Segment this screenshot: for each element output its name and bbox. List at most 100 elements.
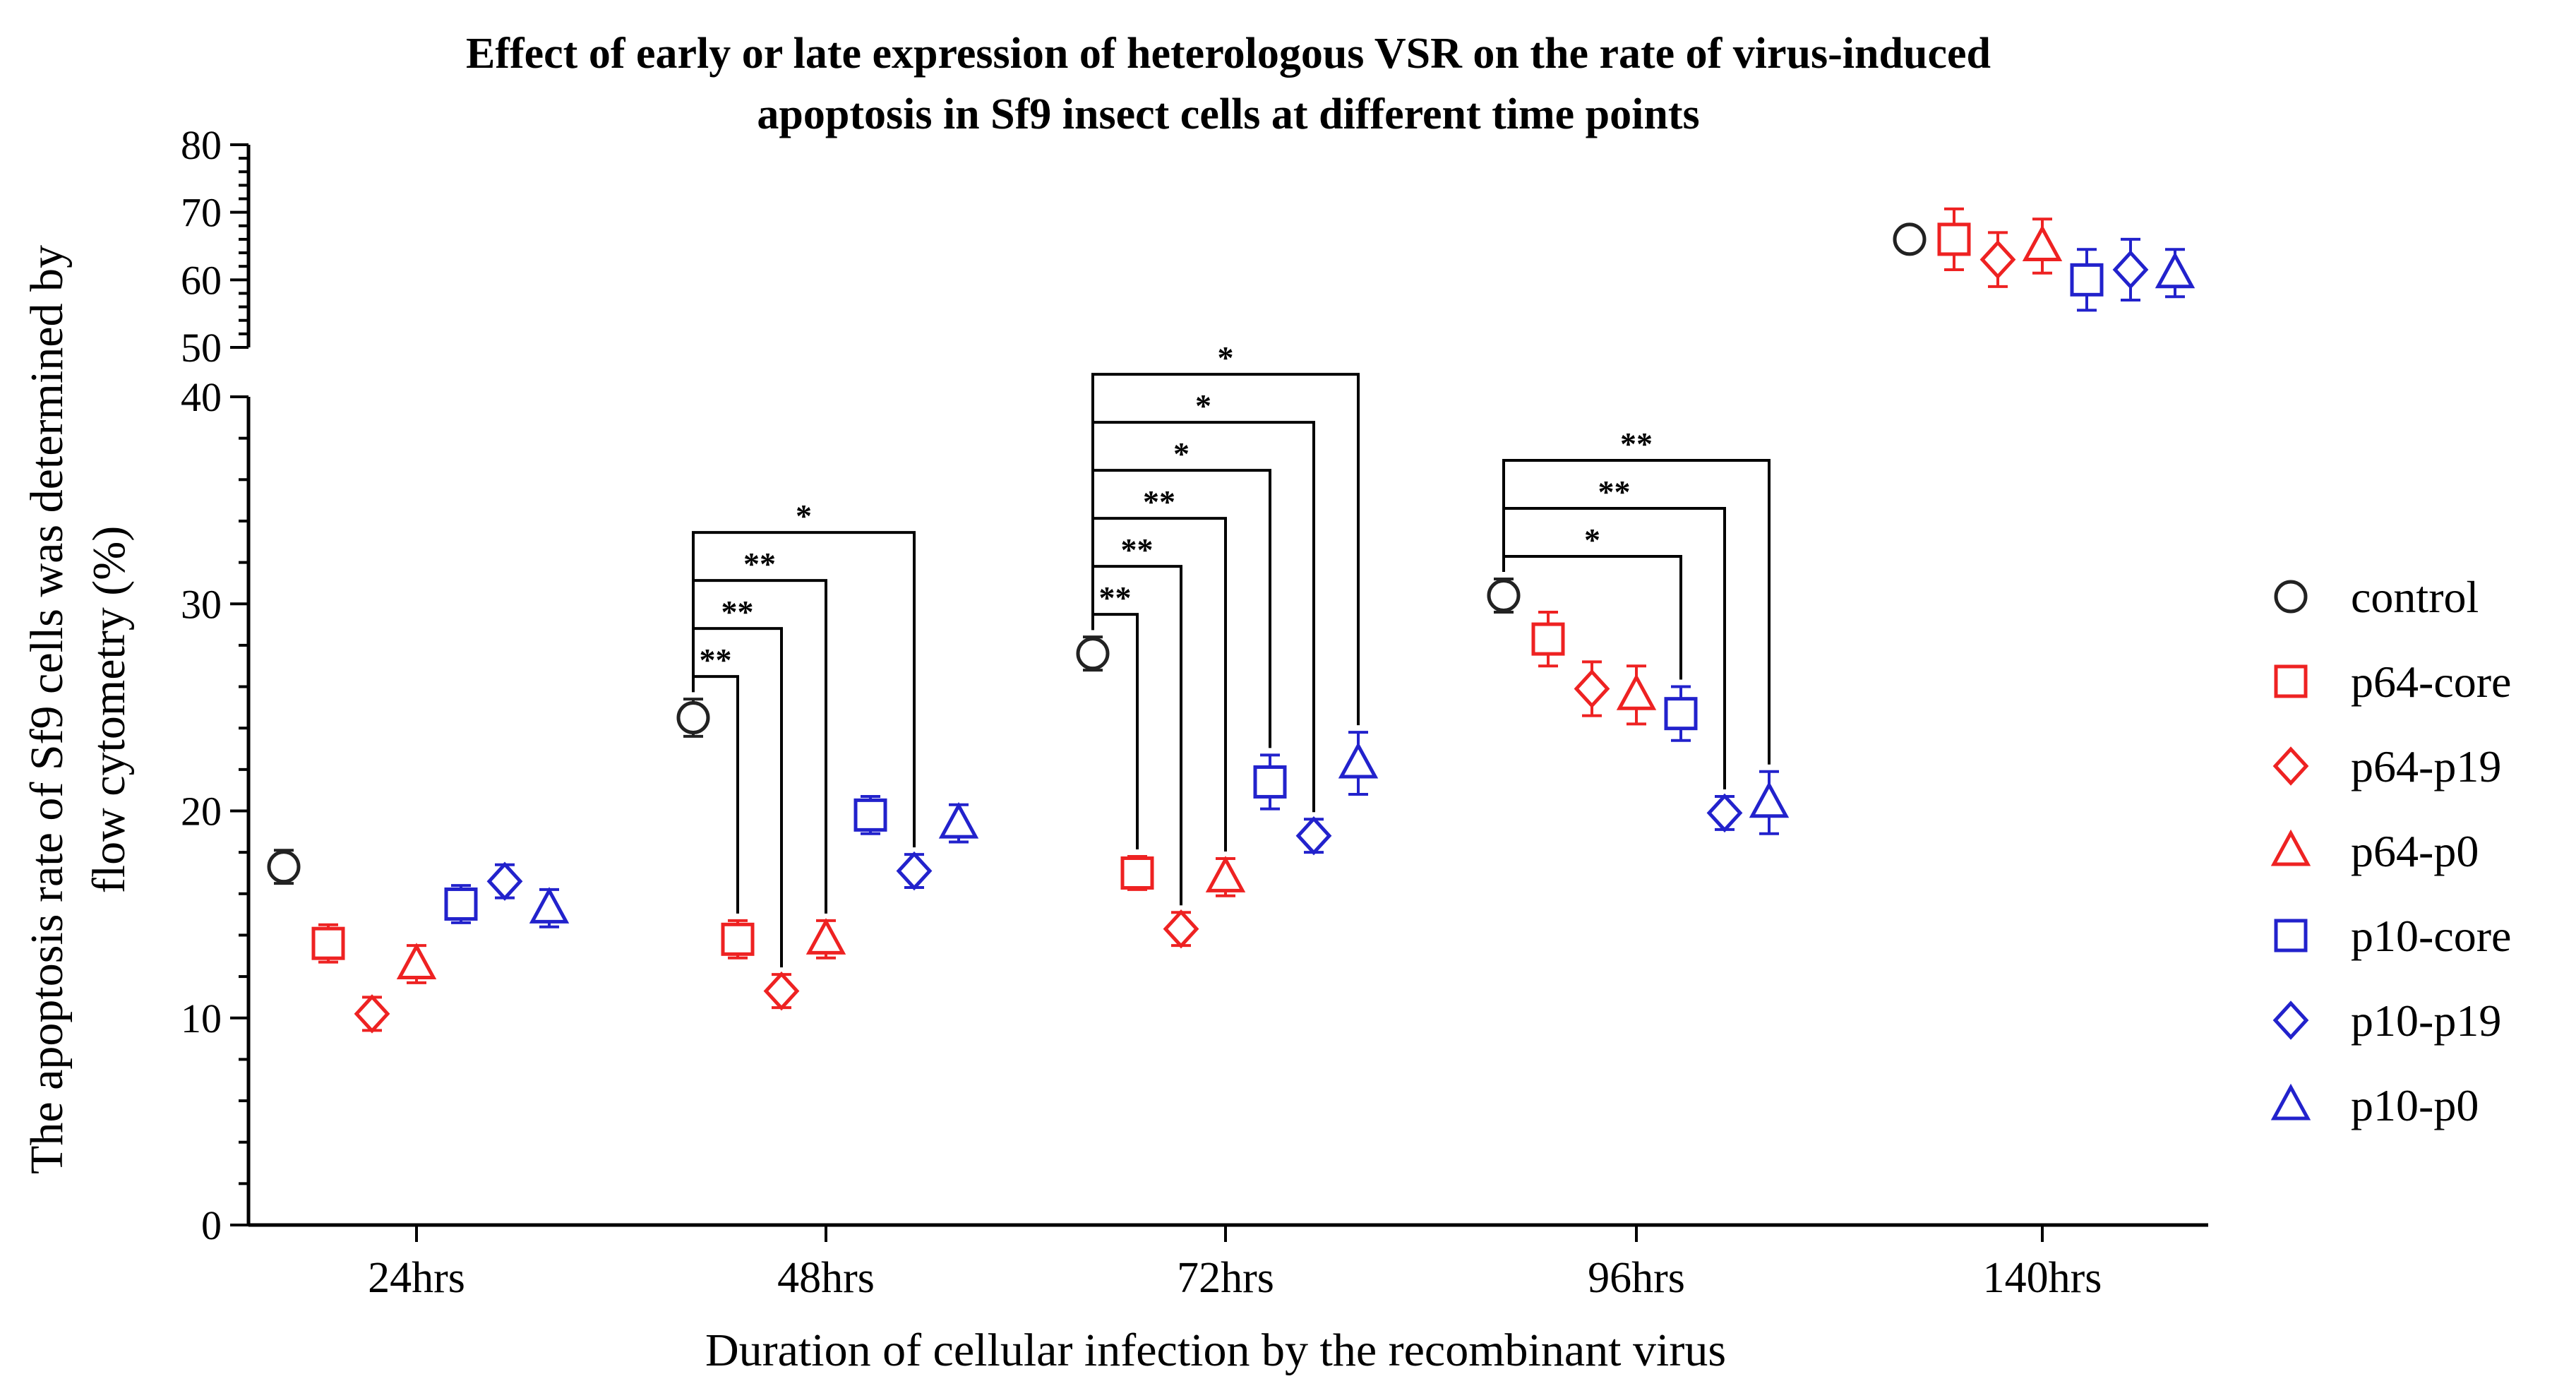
legend-item-p64-core: p64-core bbox=[2274, 657, 2511, 707]
legend-item-control: control bbox=[2274, 572, 2479, 622]
data-point bbox=[2022, 225, 2063, 261]
chart-title-line-1: Effect of early or late expression of he… bbox=[466, 30, 1991, 78]
data-point bbox=[763, 971, 800, 1011]
significance-bracket: ** bbox=[1091, 484, 1227, 852]
legend-label: p10-p0 bbox=[2351, 1080, 2479, 1130]
data-point bbox=[2112, 250, 2149, 289]
y-tick-label: 20 bbox=[181, 789, 222, 835]
bracket-line bbox=[1091, 421, 1315, 813]
data-point bbox=[721, 922, 755, 956]
significance-label: ** bbox=[1143, 484, 1175, 520]
legend: control p64-core p64-p19 p64-p0 p10-core p10-… bbox=[2270, 572, 2511, 1130]
bracket-line bbox=[692, 531, 916, 848]
legend-label: p10-core bbox=[2351, 911, 2511, 961]
x-tick-label: 96hrs bbox=[1588, 1254, 1685, 1302]
data-point bbox=[267, 850, 301, 884]
series-p64-p19 bbox=[354, 231, 2016, 1034]
legend-marker bbox=[2274, 919, 2308, 952]
data-point bbox=[1531, 622, 1565, 656]
legend-item-p64-p19: p64-p19 bbox=[2272, 741, 2501, 791]
legend-item-p10-core: p10-core bbox=[2274, 911, 2511, 961]
significance-bracket: ** bbox=[1091, 580, 1139, 850]
legend-label: p64-core bbox=[2351, 657, 2511, 707]
data-point bbox=[529, 887, 570, 924]
series-p64-p0 bbox=[396, 217, 2063, 984]
data-point bbox=[2155, 251, 2195, 289]
axes bbox=[246, 145, 2208, 1227]
legend-marker bbox=[2270, 829, 2311, 866]
data-point bbox=[486, 861, 523, 901]
significance-label: ** bbox=[721, 594, 754, 630]
legend-marker bbox=[2270, 1083, 2311, 1121]
y-tick-label: 70 bbox=[181, 190, 222, 236]
data-point bbox=[1616, 674, 1657, 710]
series-control bbox=[267, 222, 1927, 885]
legend-label: control bbox=[2351, 572, 2479, 622]
data-point bbox=[1338, 741, 1379, 779]
legend-marker bbox=[2272, 746, 2309, 786]
legend-marker bbox=[2274, 580, 2308, 614]
significance-label: ** bbox=[1598, 474, 1631, 510]
significance-label: * bbox=[796, 498, 812, 534]
data-point bbox=[1706, 793, 1743, 833]
significance-bracket: * bbox=[1091, 340, 1360, 726]
x-axis-label: Duration of cellular infection by the re… bbox=[705, 1325, 1726, 1376]
legend-label: p64-p0 bbox=[2351, 826, 2479, 876]
x-tick-label: 24hrs bbox=[368, 1254, 465, 1302]
series-p10-core bbox=[444, 248, 2104, 924]
legend-label: p64-p19 bbox=[2351, 741, 2501, 791]
y-tick-label: 60 bbox=[181, 257, 222, 303]
legend-label: p10-p19 bbox=[2351, 996, 2501, 1046]
data-point bbox=[444, 887, 478, 921]
bracket-line bbox=[692, 579, 827, 914]
bracket-line bbox=[1091, 517, 1227, 852]
legend-marker bbox=[2272, 1000, 2309, 1040]
significance-bracket: * bbox=[1502, 522, 1682, 680]
significance-label: * bbox=[1173, 436, 1190, 472]
significance-label: * bbox=[1218, 340, 1234, 376]
x-tick-label: 48hrs bbox=[777, 1254, 875, 1302]
data-point bbox=[1487, 579, 1521, 613]
data-point bbox=[805, 918, 846, 955]
y-tick-label: 40 bbox=[181, 374, 222, 420]
series-p64-core bbox=[311, 207, 1971, 964]
data-point bbox=[938, 801, 979, 839]
significance-label: ** bbox=[1121, 532, 1154, 568]
data-point bbox=[1295, 816, 1332, 856]
data-point bbox=[1893, 222, 1927, 256]
significance-bracket: ** bbox=[692, 546, 827, 914]
data-point bbox=[354, 994, 390, 1034]
y-axis-label: The apoptosis rate of Sf9 cells was dete… bbox=[21, 245, 135, 1174]
x-tick-label: 140hrs bbox=[1983, 1254, 2102, 1302]
data-point bbox=[2070, 263, 2104, 297]
data-point bbox=[1664, 697, 1698, 731]
significance-bracket: ** bbox=[1502, 426, 1771, 765]
data-point bbox=[396, 943, 437, 980]
data-point bbox=[1076, 637, 1110, 671]
chart-title-line-2: apoptosis in Sf9 insect cells at differe… bbox=[757, 90, 1699, 138]
data-point bbox=[311, 926, 345, 960]
data-point bbox=[1163, 909, 1199, 949]
y-tick-label: 0 bbox=[201, 1202, 222, 1248]
bracket-line bbox=[1502, 459, 1771, 765]
significance-label: ** bbox=[743, 546, 776, 582]
y-tick-label: 10 bbox=[181, 996, 222, 1041]
significance-label: ** bbox=[1099, 580, 1132, 616]
y-axis-label-line-2: flow cytometry (%) bbox=[83, 526, 135, 894]
data-point bbox=[1749, 781, 1790, 818]
y-tick-label: 30 bbox=[181, 581, 222, 627]
data-point bbox=[853, 798, 887, 832]
significance-bracket: * bbox=[692, 498, 916, 848]
data-point bbox=[1205, 856, 1246, 892]
y-axis-label-line-1: The apoptosis rate of Sf9 cells was dete… bbox=[21, 245, 73, 1174]
series-p10-p0 bbox=[529, 248, 2195, 928]
legend-item-p64-p0: p64-p0 bbox=[2270, 826, 2479, 876]
x-tick-label: 72hrs bbox=[1177, 1254, 1274, 1302]
series-p10-p19 bbox=[486, 237, 2149, 901]
data-point bbox=[1253, 765, 1287, 799]
bracket-line bbox=[1091, 373, 1360, 726]
data-point bbox=[1979, 239, 2016, 280]
data-point bbox=[1574, 669, 1610, 709]
